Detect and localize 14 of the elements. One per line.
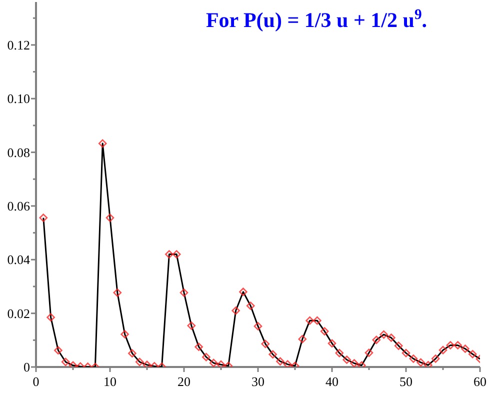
y-tick-label: 0 [24, 360, 30, 375]
x-tick-label: 50 [400, 374, 412, 389]
y-tick-label: 0.02 [7, 306, 30, 321]
y-tick-label: 0.06 [7, 198, 30, 214]
y-tick-label: 0.10 [7, 91, 30, 106]
x-tick-label: 60 [474, 374, 486, 389]
y-tick-label: 0.08 [7, 144, 30, 160]
y-tick-label: 0.12 [7, 37, 30, 52]
y-tick-label: 0.04 [7, 252, 30, 268]
x-tick-label: 40 [326, 374, 338, 389]
chart-title: For P(u) = 1/3 u + 1/2 u$^{9}$. [206, 7, 428, 32]
x-tick-label: 30 [252, 374, 264, 389]
x-tick-label: 10 [104, 374, 116, 389]
x-tick-label: 20 [178, 374, 190, 389]
